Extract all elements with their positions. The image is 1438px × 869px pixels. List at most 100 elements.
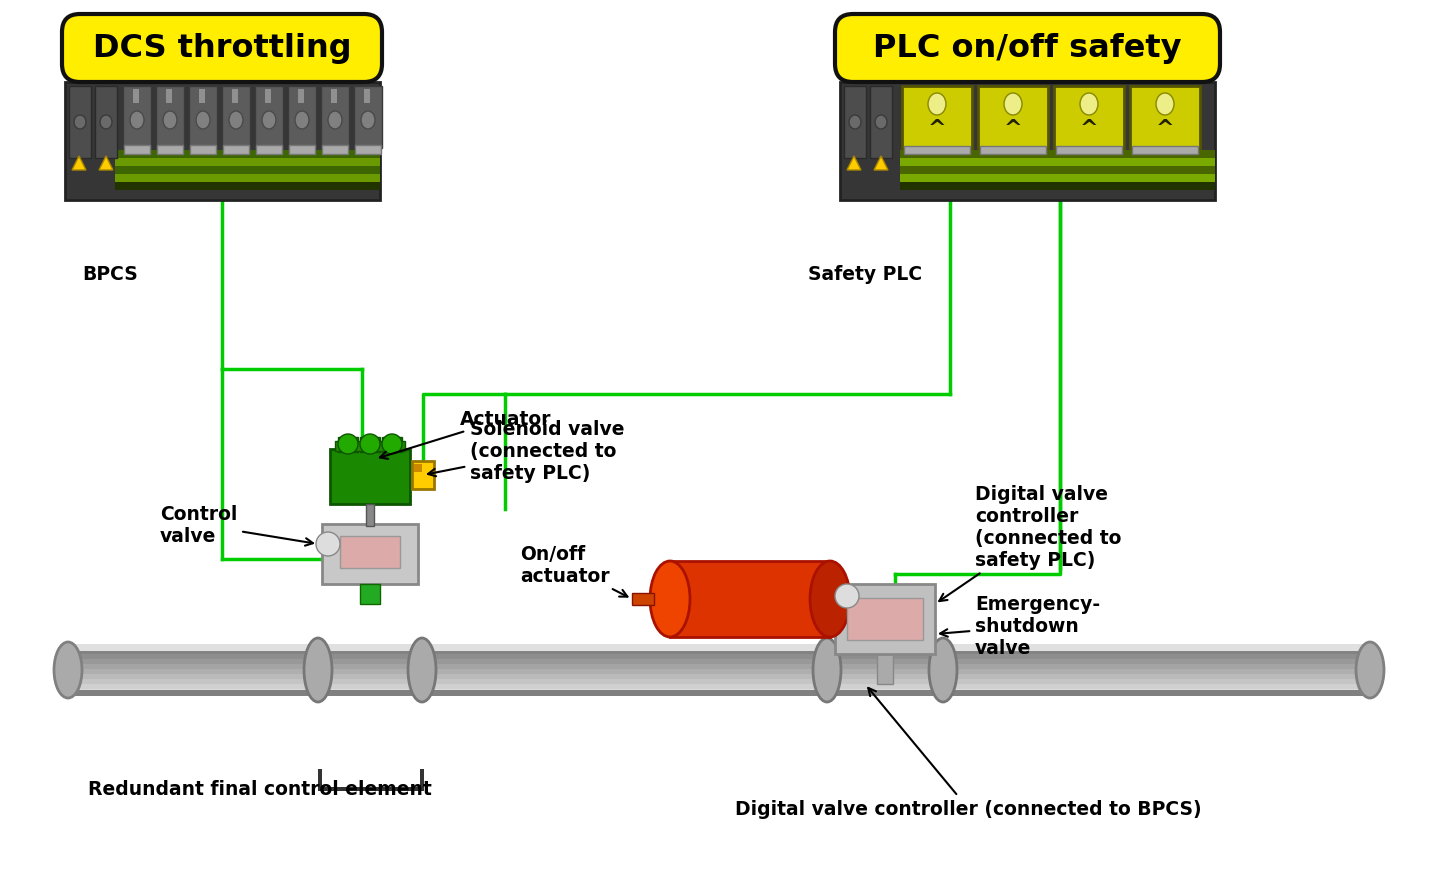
Text: ^: ^ bbox=[1156, 119, 1175, 139]
Bar bbox=[165, 90, 173, 104]
Bar bbox=[288, 87, 316, 149]
Bar bbox=[981, 147, 1045, 155]
Ellipse shape bbox=[73, 116, 86, 129]
Bar bbox=[68, 654, 1370, 660]
Bar bbox=[255, 87, 283, 149]
Ellipse shape bbox=[383, 434, 403, 454]
Text: Emergency-
shutdown
valve: Emergency- shutdown valve bbox=[940, 594, 1100, 657]
Bar bbox=[322, 524, 418, 584]
Bar bbox=[1130, 87, 1199, 149]
Bar bbox=[670, 561, 830, 637]
Ellipse shape bbox=[650, 561, 690, 637]
Bar bbox=[124, 87, 151, 149]
Bar bbox=[68, 649, 1370, 655]
Ellipse shape bbox=[328, 112, 342, 129]
Bar bbox=[383, 437, 403, 453]
Bar bbox=[265, 90, 270, 104]
Ellipse shape bbox=[810, 561, 850, 637]
Ellipse shape bbox=[848, 116, 861, 129]
Bar bbox=[902, 87, 972, 149]
Text: On/off
actuator: On/off actuator bbox=[521, 544, 627, 597]
Text: Actuator: Actuator bbox=[380, 409, 552, 460]
Polygon shape bbox=[847, 156, 861, 171]
Bar bbox=[335, 441, 406, 452]
Bar bbox=[900, 182, 1215, 191]
Bar bbox=[115, 151, 380, 159]
Polygon shape bbox=[874, 156, 889, 171]
Bar bbox=[68, 690, 1370, 696]
Ellipse shape bbox=[361, 112, 375, 129]
Ellipse shape bbox=[229, 112, 243, 129]
Ellipse shape bbox=[101, 116, 112, 129]
Bar bbox=[68, 660, 1370, 666]
Bar bbox=[900, 159, 1215, 167]
Bar bbox=[115, 167, 380, 175]
Bar bbox=[256, 146, 282, 155]
Bar bbox=[68, 684, 1370, 690]
Polygon shape bbox=[72, 156, 86, 171]
Text: Redundant final control element: Redundant final control element bbox=[88, 779, 431, 798]
Text: DCS throttling: DCS throttling bbox=[92, 34, 351, 64]
Ellipse shape bbox=[408, 638, 436, 702]
Bar bbox=[360, 584, 380, 604]
Bar bbox=[68, 664, 1370, 670]
Ellipse shape bbox=[55, 642, 82, 698]
Bar bbox=[355, 146, 381, 155]
Bar bbox=[318, 769, 322, 791]
Bar bbox=[115, 175, 380, 182]
Bar bbox=[124, 146, 150, 155]
Bar bbox=[339, 536, 400, 568]
Ellipse shape bbox=[1356, 642, 1383, 698]
Bar bbox=[367, 504, 374, 527]
Ellipse shape bbox=[129, 112, 144, 129]
Bar bbox=[900, 175, 1215, 182]
Ellipse shape bbox=[338, 434, 358, 454]
Bar bbox=[870, 87, 892, 159]
Text: BPCS: BPCS bbox=[82, 265, 138, 283]
Text: Solenoid valve
(connected to
safety PLC): Solenoid valve (connected to safety PLC) bbox=[429, 420, 624, 482]
Ellipse shape bbox=[1156, 94, 1173, 116]
Ellipse shape bbox=[360, 434, 380, 454]
Bar bbox=[65, 83, 380, 201]
Bar bbox=[414, 464, 421, 473]
Ellipse shape bbox=[162, 112, 177, 129]
Ellipse shape bbox=[835, 584, 858, 608]
Bar bbox=[68, 644, 1370, 650]
Bar bbox=[331, 90, 336, 104]
Ellipse shape bbox=[316, 533, 339, 556]
Bar bbox=[221, 87, 250, 149]
Bar bbox=[329, 449, 410, 504]
Bar bbox=[354, 87, 383, 149]
Ellipse shape bbox=[196, 112, 210, 129]
Bar bbox=[68, 689, 1370, 695]
Bar bbox=[115, 182, 380, 191]
Ellipse shape bbox=[262, 112, 276, 129]
Bar bbox=[198, 90, 206, 104]
Bar bbox=[68, 644, 1370, 651]
Bar bbox=[1132, 147, 1198, 155]
Bar bbox=[68, 669, 1370, 675]
Bar bbox=[844, 87, 866, 159]
Bar bbox=[322, 146, 348, 155]
Bar bbox=[360, 437, 380, 453]
Bar bbox=[318, 787, 424, 791]
Bar bbox=[321, 87, 349, 149]
Bar bbox=[905, 147, 971, 155]
Text: Digital valve
controller
(connected to
safety PLC): Digital valve controller (connected to s… bbox=[939, 484, 1122, 601]
FancyBboxPatch shape bbox=[62, 15, 383, 83]
Bar bbox=[338, 437, 358, 453]
Bar bbox=[68, 680, 1370, 686]
Bar bbox=[1054, 87, 1125, 149]
Bar bbox=[978, 87, 1048, 149]
Text: ^: ^ bbox=[1004, 119, 1022, 139]
Bar bbox=[631, 594, 654, 606]
Bar bbox=[232, 90, 239, 104]
Text: Digital valve controller (connected to BPCS): Digital valve controller (connected to B… bbox=[735, 688, 1202, 818]
Text: PLC on/off safety: PLC on/off safety bbox=[873, 34, 1182, 64]
Ellipse shape bbox=[295, 112, 309, 129]
FancyBboxPatch shape bbox=[835, 15, 1219, 83]
Bar bbox=[188, 87, 217, 149]
Ellipse shape bbox=[928, 94, 946, 116]
Ellipse shape bbox=[303, 638, 332, 702]
Bar bbox=[900, 151, 1215, 159]
